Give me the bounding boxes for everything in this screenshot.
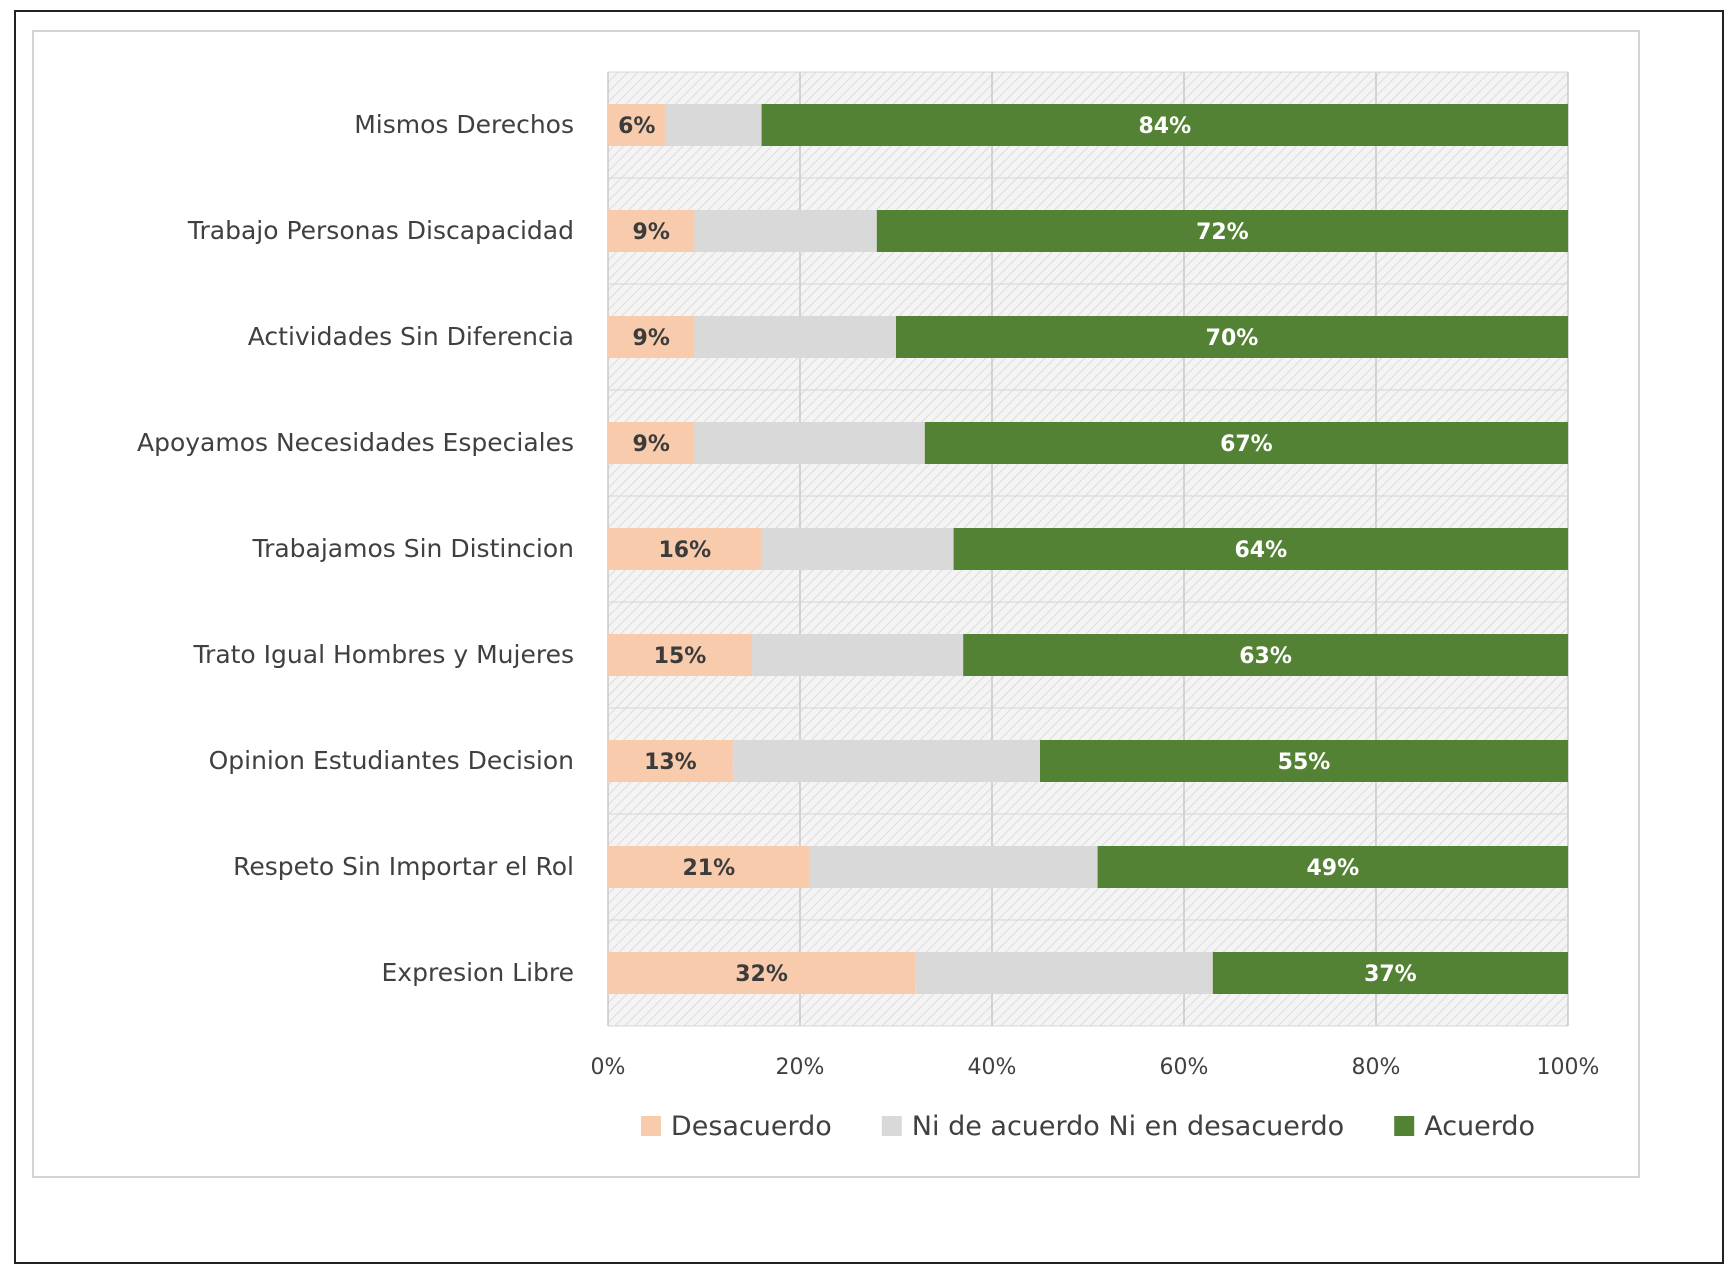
data-label: 64% — [1234, 538, 1287, 563]
category-label: Mismos Derechos — [354, 110, 574, 139]
category-label: Actividades Sin Diferencia — [248, 322, 574, 351]
bar-segment — [924, 422, 1568, 464]
x-tick-label: 20% — [776, 1055, 825, 1080]
bar-segment — [608, 210, 695, 252]
legend: Desacuerdo Ni de acuerdo Ni en desacuerdo… — [640, 1111, 1535, 1142]
bar-segment — [608, 104, 666, 146]
data-label: 49% — [1306, 856, 1359, 881]
x-tick-label: 100% — [1537, 1055, 1600, 1080]
bar-segment — [608, 740, 733, 782]
category-label: Trabajamos Sin Distincion — [251, 534, 574, 563]
bar-segment — [896, 316, 1568, 358]
category-label: Trabajo Personas Discapacidad — [187, 216, 574, 245]
bar-segment — [953, 528, 1568, 570]
bar-segment — [732, 740, 1040, 782]
bar-segment — [608, 846, 810, 888]
bar-segment — [761, 528, 954, 570]
category-label: Respeto Sin Importar el Rol — [233, 852, 574, 881]
bar-segment — [608, 316, 695, 358]
stacked-bar-chart: 6% 84% 9% 72% 9% 70% 9% 67% 16% 64% 15% 63% 13% 55% 21… — [137, 71, 1600, 1142]
bar-segment — [608, 952, 916, 994]
data-label: 72% — [1196, 220, 1249, 245]
category-label: Opinion Estudiantes Decision — [209, 746, 574, 775]
bar-segment — [1212, 952, 1568, 994]
figure-frame — [14, 10, 1724, 1264]
bar-segment — [608, 528, 762, 570]
category-label: Trato Igual Hombres y Mujeres — [192, 640, 574, 669]
data-label: 84% — [1138, 114, 1191, 139]
chart-panel: 6% 84% 9% 72% 9% 70% 9% 67% 16% 64% 15% 63% 13% 55% 21… — [32, 30, 1640, 1178]
data-label: 32% — [735, 962, 788, 987]
category-label: Apoyamos Necesidades Especiales — [137, 428, 574, 457]
data-label: 9% — [633, 432, 670, 457]
x-axis-ticks: 0% 20% 40% 60% 80% 100% — [591, 1055, 1600, 1080]
figure-frame-bottom-rule — [14, 1262, 1724, 1264]
legend-swatch — [640, 1116, 661, 1136]
bar-segment — [665, 104, 762, 146]
bar-segment — [963, 634, 1568, 676]
data-label: 37% — [1364, 962, 1417, 987]
data-label: 9% — [633, 326, 670, 351]
bar-segment — [876, 210, 1568, 252]
x-tick-label: 40% — [968, 1055, 1017, 1080]
data-label: 6% — [618, 114, 655, 139]
legend-swatch — [1394, 1116, 1415, 1136]
bar-segment — [915, 952, 1213, 994]
bar-segment — [809, 846, 1098, 888]
data-label: 63% — [1239, 644, 1292, 669]
legend-swatch — [881, 1116, 902, 1136]
data-label: 70% — [1206, 326, 1259, 351]
data-label: 16% — [658, 538, 711, 563]
data-label: 55% — [1278, 750, 1331, 775]
bar-segment — [608, 634, 752, 676]
bars: 6% 84% 9% 72% 9% 70% 9% 67% 16% 64% 15% 63% 13% 55% 21… — [608, 104, 1568, 994]
data-label: 21% — [682, 856, 735, 881]
bar-segment — [1097, 846, 1568, 888]
legend-label: Acuerdo — [1424, 1111, 1535, 1142]
data-label: 13% — [644, 750, 697, 775]
legend-label: Desacuerdo — [671, 1111, 832, 1142]
x-tick-label: 80% — [1352, 1055, 1401, 1080]
bar-segment — [694, 316, 896, 358]
legend-label: Ni de acuerdo Ni en desacuerdo — [912, 1111, 1344, 1142]
x-tick-label: 60% — [1160, 1055, 1209, 1080]
category-label: Expresion Libre — [382, 958, 574, 987]
bar-segment — [752, 634, 964, 676]
bar-segment — [761, 104, 1568, 146]
x-tick-label: 0% — [591, 1055, 626, 1080]
category-labels: Mismos Derechos Trabajo Personas Discapac… — [137, 110, 574, 987]
bar-segment — [694, 210, 877, 252]
bar-segment — [608, 422, 695, 464]
data-label: 67% — [1220, 432, 1273, 457]
data-label: 9% — [633, 220, 670, 245]
data-label: 15% — [654, 644, 707, 669]
bar-segment — [1040, 740, 1568, 782]
bar-segment — [694, 422, 925, 464]
